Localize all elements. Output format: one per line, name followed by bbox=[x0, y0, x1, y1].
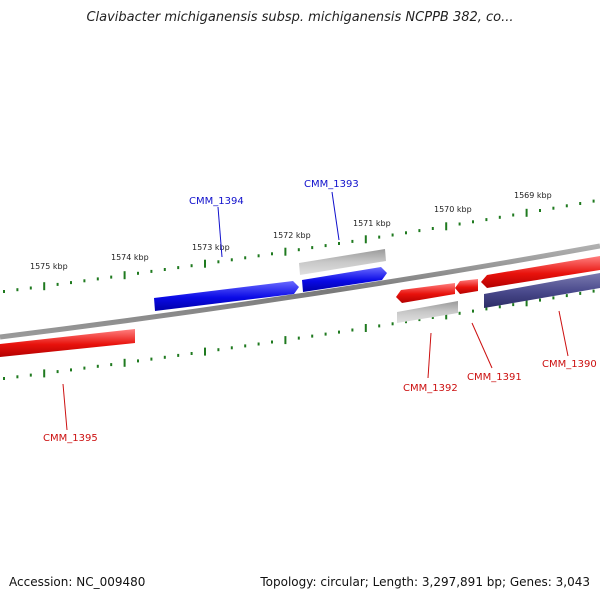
gene-label-cmm-1392: CMM_1392 bbox=[403, 383, 458, 394]
label-line-cmm-1395 bbox=[62, 383, 68, 431]
ruler-label: 1572 kbp bbox=[273, 231, 311, 240]
label-line-cmm-1394 bbox=[217, 206, 223, 258]
label-line-cmm-1390 bbox=[558, 310, 569, 357]
gene-cmm-1390[interactable] bbox=[481, 256, 600, 288]
ruler-label: 1570 kbp bbox=[434, 205, 472, 214]
ruler-label: 1569 kbp bbox=[514, 191, 552, 200]
ruler-label: 1574 kbp bbox=[111, 253, 149, 262]
gene-cmm-1395[interactable] bbox=[0, 329, 135, 357]
gene-dark-feature[interactable] bbox=[484, 273, 600, 308]
pseudo-feature-lower[interactable] bbox=[397, 301, 458, 323]
gene-cmm-1391[interactable] bbox=[455, 279, 478, 294]
gene-label-cmm-1391: CMM_1391 bbox=[467, 372, 522, 383]
gene-label-cmm-1393: CMM_1393 bbox=[304, 179, 359, 190]
gene-cmm-1392[interactable] bbox=[396, 283, 455, 303]
gene-cmm-1394[interactable] bbox=[154, 281, 299, 311]
accession-text: Accession: NC_009480 bbox=[9, 575, 146, 589]
label-line-cmm-1393 bbox=[331, 191, 340, 241]
genome-summary-text: Topology: circular; Length: 3,297,891 bp… bbox=[260, 575, 590, 589]
genome-backbone bbox=[0, 243, 600, 340]
gene-label-cmm-1390: CMM_1390 bbox=[542, 359, 597, 370]
label-line-cmm-1392 bbox=[427, 332, 432, 379]
ruler-label: 1573 kbp bbox=[192, 243, 230, 252]
ruler-lower bbox=[3, 289, 595, 380]
gene-cmm-1393[interactable] bbox=[302, 267, 387, 292]
ruler-upper bbox=[3, 199, 595, 293]
ruler-label: 1575 kbp bbox=[30, 262, 68, 271]
map-title: Clavibacter michiganensis subsp. michiga… bbox=[86, 10, 514, 25]
label-line-cmm-1391 bbox=[471, 322, 493, 369]
gene-label-cmm-1394: CMM_1394 bbox=[189, 196, 244, 207]
gene-label-cmm-1395: CMM_1395 bbox=[43, 433, 98, 444]
ruler-labels: 1575 kbp 1574 kbp 1573 kbp 1572 kbp 1571… bbox=[30, 191, 552, 271]
pseudo-feature-upper[interactable] bbox=[299, 249, 386, 275]
ruler-label: 1571 kbp bbox=[353, 219, 391, 228]
